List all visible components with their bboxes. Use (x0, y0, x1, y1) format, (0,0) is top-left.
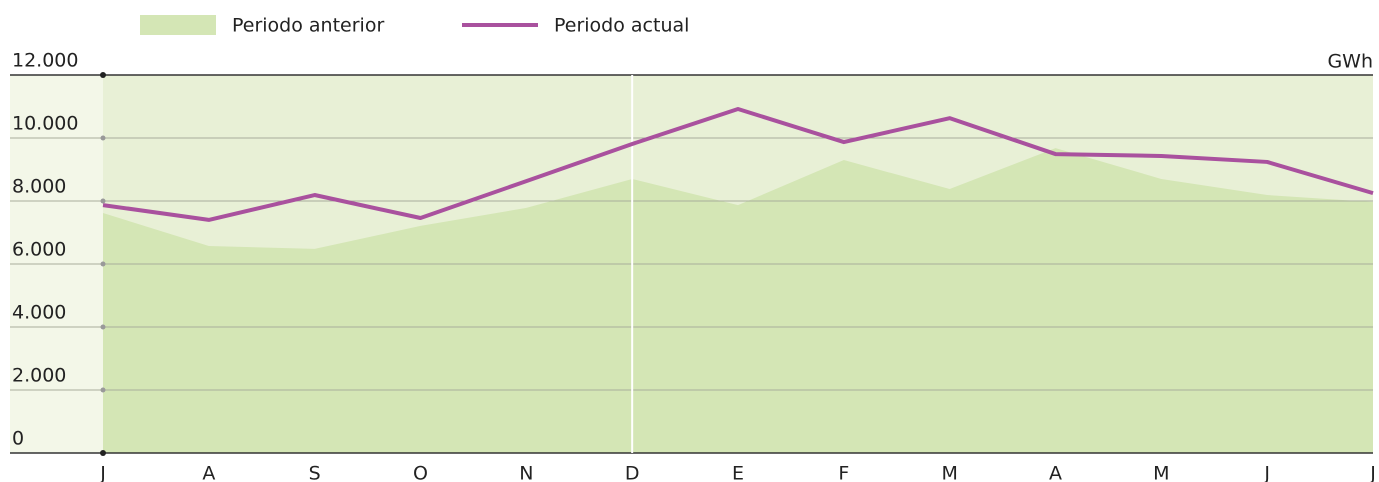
x-tick-label: M (941, 463, 957, 482)
x-tick-label: A (202, 463, 215, 482)
tick-dot (100, 261, 106, 267)
tick-dot (100, 324, 106, 330)
y-tick-label: 0 (12, 428, 24, 450)
x-tick-label: S (309, 463, 321, 482)
x-tick-label: A (1049, 463, 1062, 482)
legend-swatch (140, 15, 216, 35)
tick-dot (100, 135, 106, 141)
x-tick-label: J (1263, 463, 1270, 482)
x-tick-label: F (838, 463, 849, 482)
x-tick-label: M (1153, 463, 1169, 482)
y-tick-label: 6.000 (12, 239, 66, 261)
area (103, 148, 1373, 453)
y-tick-label: 10.000 (12, 113, 78, 135)
tick-dot (100, 198, 106, 204)
legend-label: Periodo actual (554, 15, 689, 37)
tick-dot (100, 450, 106, 456)
x-tick-label: O (413, 463, 428, 482)
y-tick-label: 4.000 (12, 302, 66, 324)
y-tick-label: 8.000 (12, 176, 66, 198)
tick-dot (100, 72, 106, 78)
y-tick-label: 12.000 (12, 50, 78, 72)
x-tick-label: E (732, 463, 744, 482)
x-tick-label: J (99, 463, 106, 482)
unit-label: GWh (1327, 51, 1373, 73)
line (102, 107, 1374, 222)
x-tick-label: D (625, 463, 640, 482)
x-tick-label: N (519, 463, 533, 482)
x-tick-label: J (1369, 463, 1376, 482)
legend-label: Periodo anterior (232, 15, 384, 37)
tick-dot (100, 387, 106, 393)
y-tick-label: 2.000 (12, 365, 66, 387)
